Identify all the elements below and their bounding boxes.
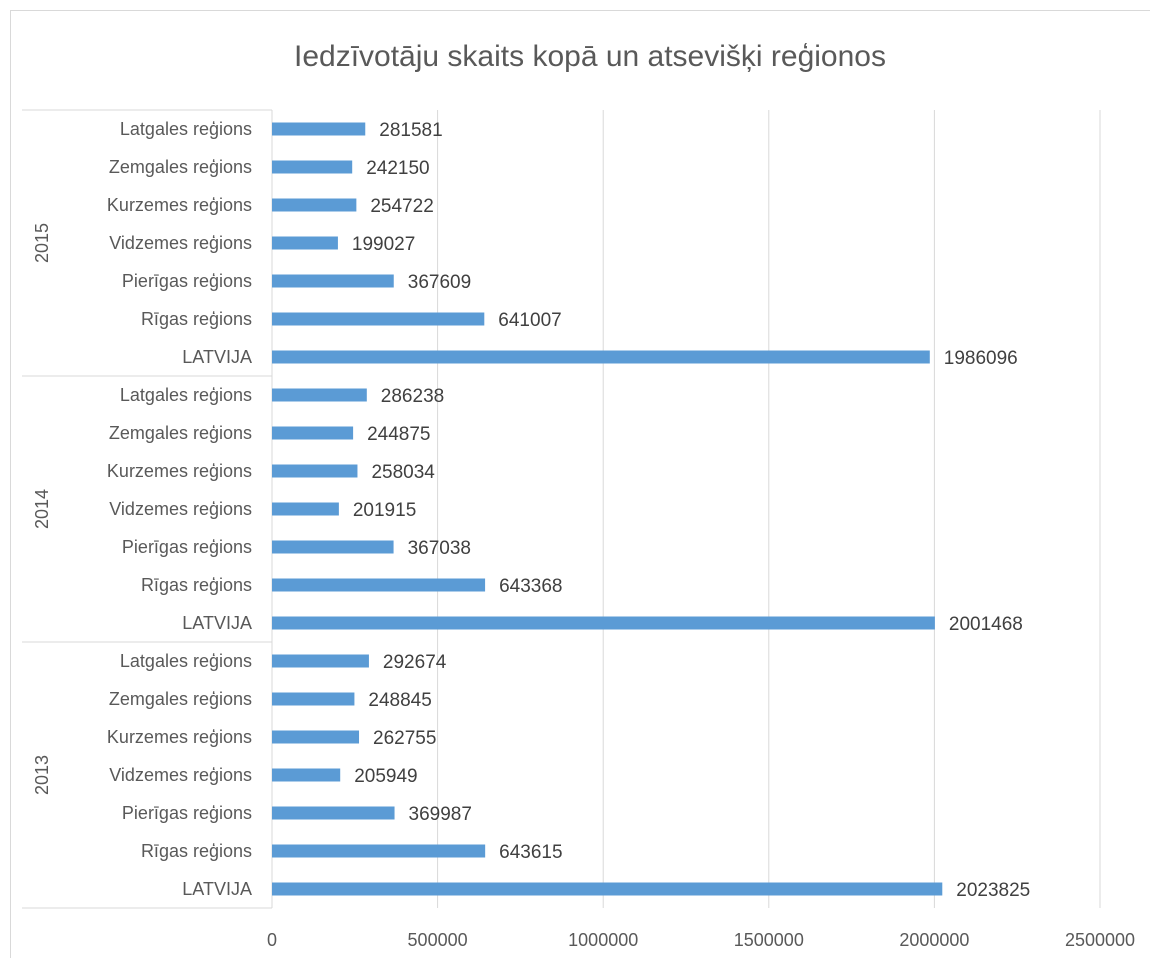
gridlines (22, 109, 1101, 909)
category-label: LATVIJA (182, 879, 252, 899)
category-label: Rīgas reģions (141, 309, 252, 329)
data-label: 242150 (366, 158, 429, 179)
data-label: 205949 (354, 766, 417, 787)
data-label: 643615 (499, 842, 562, 863)
category-label: Zemgales reģions (109, 157, 252, 177)
data-label: 248845 (368, 690, 431, 711)
category-label: Kurzemes reģions (107, 195, 252, 215)
group-label: 2014 (32, 489, 52, 529)
category-label: Vidzemes reģions (109, 233, 252, 253)
category-label: Latgales reģions (120, 651, 252, 671)
data-label: 258034 (371, 462, 435, 483)
category-label: Vidzemes reģions (109, 765, 252, 785)
category-label: LATVIJA (182, 347, 252, 367)
data-label: 367609 (408, 272, 471, 293)
category-label: LATVIJA (182, 613, 252, 633)
category-label: Kurzemes reģions (107, 727, 252, 747)
category-label: Rīgas reģions (141, 575, 252, 595)
group-label: 2015 (32, 223, 52, 263)
bar (272, 730, 360, 744)
bar (272, 426, 354, 440)
category-label: Zemgales reģions (109, 423, 252, 443)
x-tick-label: 1000000 (568, 930, 638, 950)
category-label: Zemgales reģions (109, 689, 252, 709)
data-label: 199027 (352, 234, 415, 255)
data-label: 292674 (383, 652, 447, 673)
bar (272, 882, 943, 896)
x-tick-label: 500000 (408, 930, 468, 950)
category-label: Pierīgas reģions (122, 803, 252, 823)
bar (272, 692, 355, 706)
bar (272, 122, 366, 136)
data-label: 201915 (353, 500, 416, 521)
category-label: Latgales reģions (120, 385, 252, 405)
bar (272, 616, 935, 630)
x-tick-label: 1500000 (734, 930, 804, 950)
bar (272, 540, 394, 554)
data-label: 367038 (408, 538, 471, 559)
data-label: 369987 (409, 804, 472, 825)
data-label: 244875 (367, 424, 430, 445)
category-label: Kurzemes reģions (107, 461, 252, 481)
category-label: Pierīgas reģions (122, 271, 252, 291)
bar (272, 312, 485, 326)
category-label: Latgales reģions (120, 119, 252, 139)
category-label: Rīgas reģions (141, 841, 252, 861)
bar (272, 236, 338, 250)
x-axis-ticks: 0 500000 1000000 1500000 2000000 2500000 (267, 930, 1135, 950)
group-label: 2013 (32, 755, 52, 795)
bars: 281581 242150 254722 199027 367609 641007 1986… (272, 120, 1030, 901)
data-label: 643368 (499, 576, 562, 597)
bar (272, 768, 341, 782)
data-label: 286238 (381, 386, 444, 407)
bar (272, 160, 353, 174)
data-label: 2001468 (949, 614, 1023, 635)
data-label: 641007 (498, 310, 561, 331)
data-label: 2023825 (956, 880, 1030, 901)
category-labels: 2015 Latgales reģions Zemgales reģions Kurz… (32, 119, 252, 899)
bar (272, 388, 367, 402)
bar (272, 350, 930, 364)
data-label: 254722 (370, 196, 433, 217)
x-tick-label: 2500000 (1065, 930, 1135, 950)
data-label: 1986096 (944, 348, 1018, 369)
chart-frame (10, 10, 1150, 958)
category-label: Vidzemes reģions (109, 499, 252, 519)
bar (272, 654, 369, 668)
category-label: Pierīgas reģions (122, 537, 252, 557)
bar (272, 806, 395, 820)
bar (272, 502, 339, 516)
chart-title: Iedzīvotāju skaits kopā un atsevišķi reģ… (294, 40, 886, 73)
bar (272, 844, 486, 858)
data-label: 262755 (373, 728, 436, 749)
bar (272, 464, 358, 478)
bar (272, 198, 357, 212)
bar (272, 274, 394, 288)
data-label: 281581 (379, 120, 442, 141)
bar (272, 578, 486, 592)
x-tick-label: 2000000 (899, 930, 969, 950)
x-tick-label: 0 (267, 930, 277, 950)
